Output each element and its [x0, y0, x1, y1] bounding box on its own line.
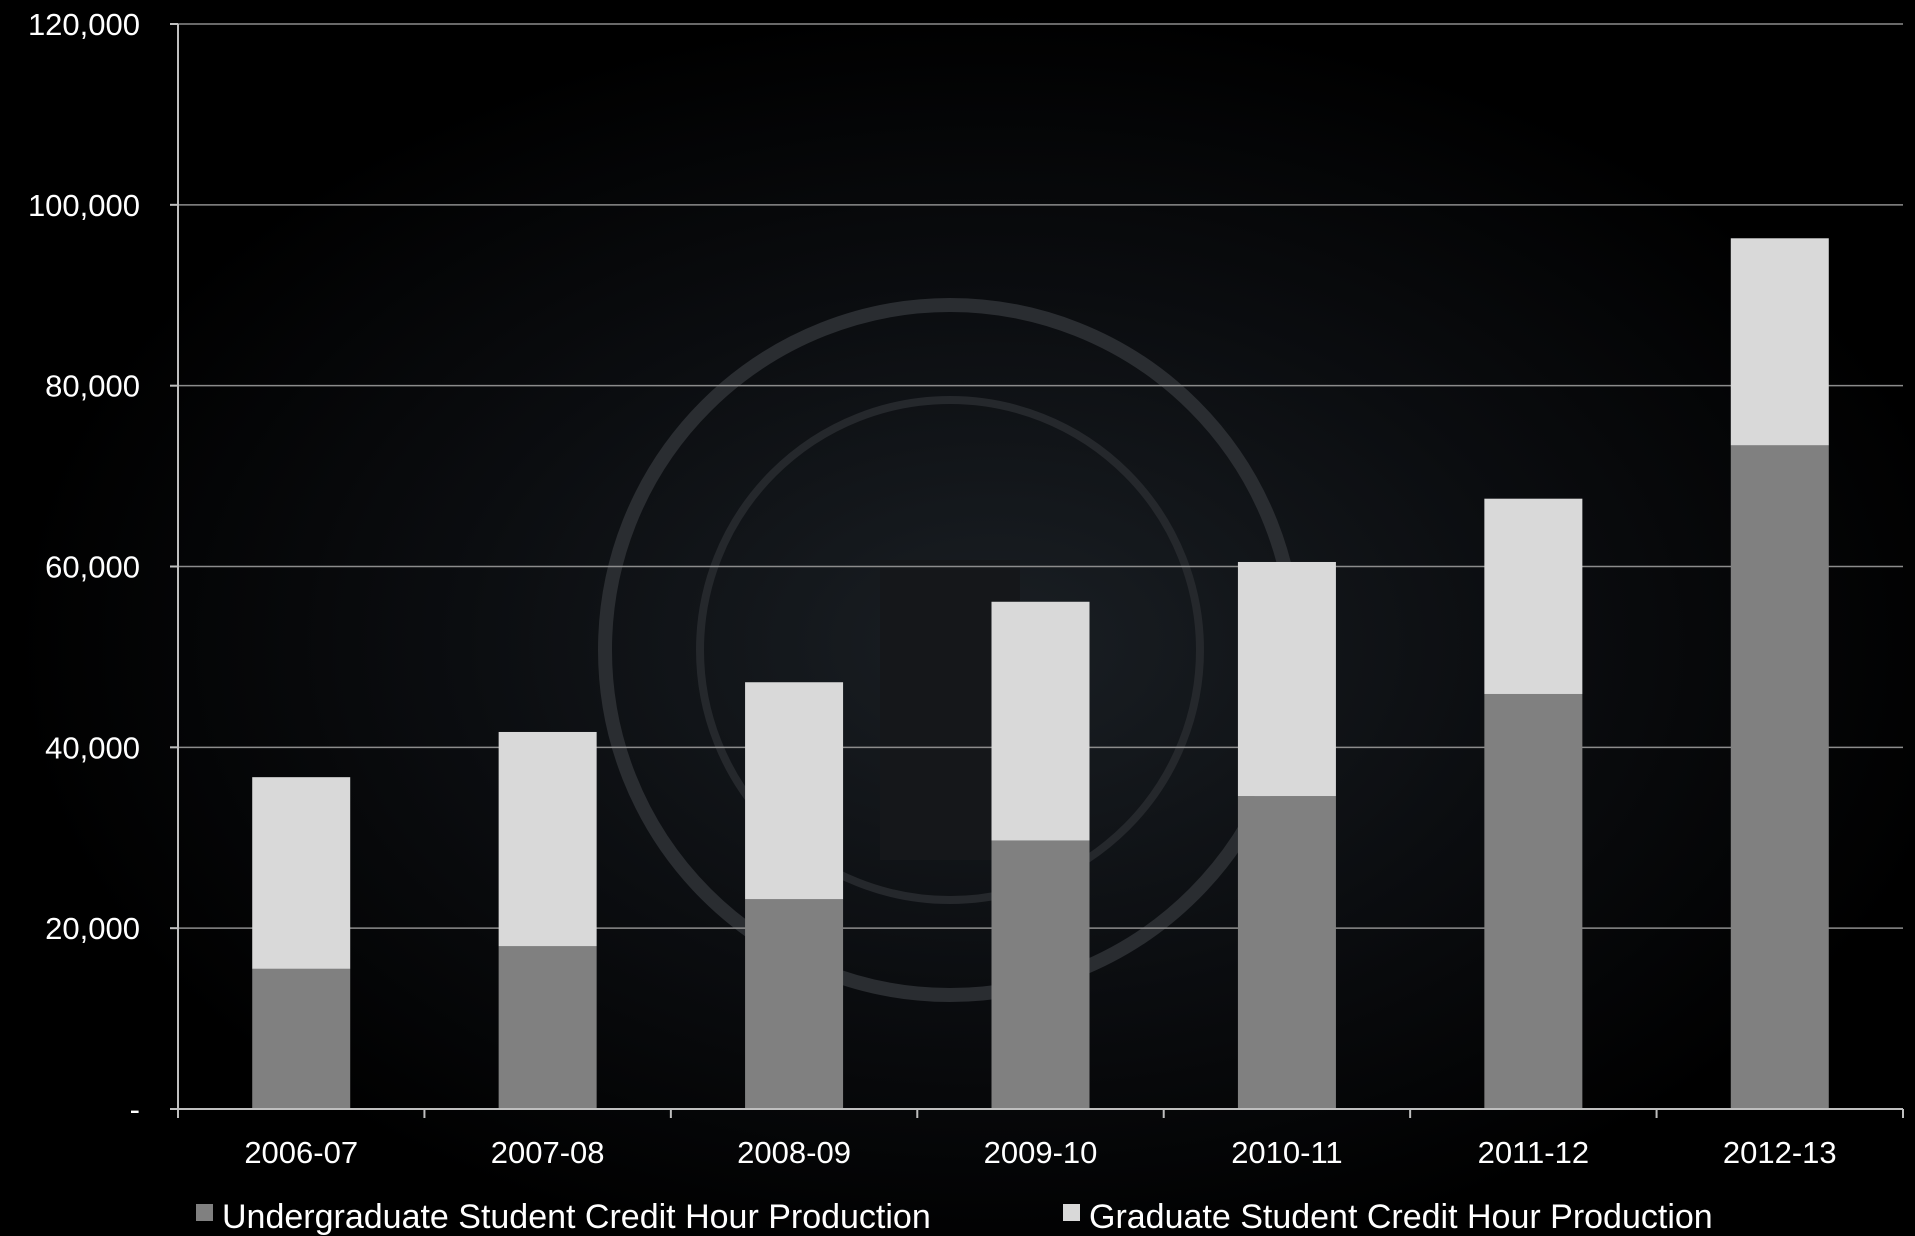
x-axis-tick-labels: 2006-07 2007-08 2008-09 2009-10 2010-11 2011-…: [244, 1135, 1836, 1170]
seal-inner-ring: [696, 396, 1204, 904]
bar-2006-07-graduate: [252, 777, 351, 969]
y-axis-tick-labels: - 20,000 40,000 60,000 80,000 100,000 120,000: [28, 7, 140, 1127]
x-tick-label-2010-11: 2010-11: [1231, 1135, 1342, 1170]
bar-2007-08-graduate: [498, 731, 597, 947]
legend-label-undergraduate: Undergraduate Student Credit Hour Produc…: [222, 1198, 931, 1236]
bar-2007-08-undergraduate: [498, 946, 597, 1109]
bar-2012-13-graduate: [1730, 238, 1829, 446]
x-tick-label-2008-09: 2008-09: [737, 1135, 851, 1170]
legend: Undergraduate Student Credit Hour Produc…: [196, 1198, 1713, 1236]
y-tick-label-2: 40,000: [45, 730, 140, 765]
y-tick-label-3: 60,000: [45, 550, 140, 585]
bar-2011-12-graduate: [1484, 498, 1583, 694]
x-tick-label-2009-10: 2009-10: [984, 1135, 1098, 1170]
y-tick-label-6: 120,000: [28, 7, 140, 42]
legend-swatch-undergraduate: [196, 1204, 213, 1221]
y-tick-label-0: -: [130, 1092, 140, 1127]
axes: [170, 23, 1904, 1118]
bar-2006-07-undergraduate: [252, 968, 351, 1109]
bar-2012-13-undergraduate: [1730, 445, 1829, 1109]
bar-2009-10-undergraduate: [991, 840, 1090, 1109]
x-tick-label-2011-12: 2011-12: [1478, 1135, 1589, 1170]
background-seal-watermark: [598, 298, 1302, 1002]
legend-swatch-graduate: [1063, 1204, 1080, 1221]
bar-2008-09-undergraduate: [745, 899, 844, 1109]
legend-label-graduate: Graduate Student Credit Hour Production: [1089, 1198, 1713, 1236]
bar-2010-11-undergraduate: [1237, 796, 1336, 1109]
x-tick-label-2007-08: 2007-08: [491, 1135, 605, 1170]
bar-2010-11-graduate: [1237, 561, 1336, 797]
bar-2009-10-graduate: [991, 601, 1090, 841]
y-tick-label-1: 20,000: [45, 911, 140, 946]
bars: [252, 238, 1829, 1109]
x-tick-label-2012-13: 2012-13: [1723, 1135, 1837, 1170]
x-tick-label-2006-07: 2006-07: [244, 1135, 358, 1170]
y-tick-label-4: 80,000: [45, 369, 140, 404]
bar-2011-12-undergraduate: [1484, 693, 1583, 1109]
y-tick-label-5: 100,000: [28, 188, 140, 223]
bar-2008-09-graduate: [745, 682, 844, 900]
